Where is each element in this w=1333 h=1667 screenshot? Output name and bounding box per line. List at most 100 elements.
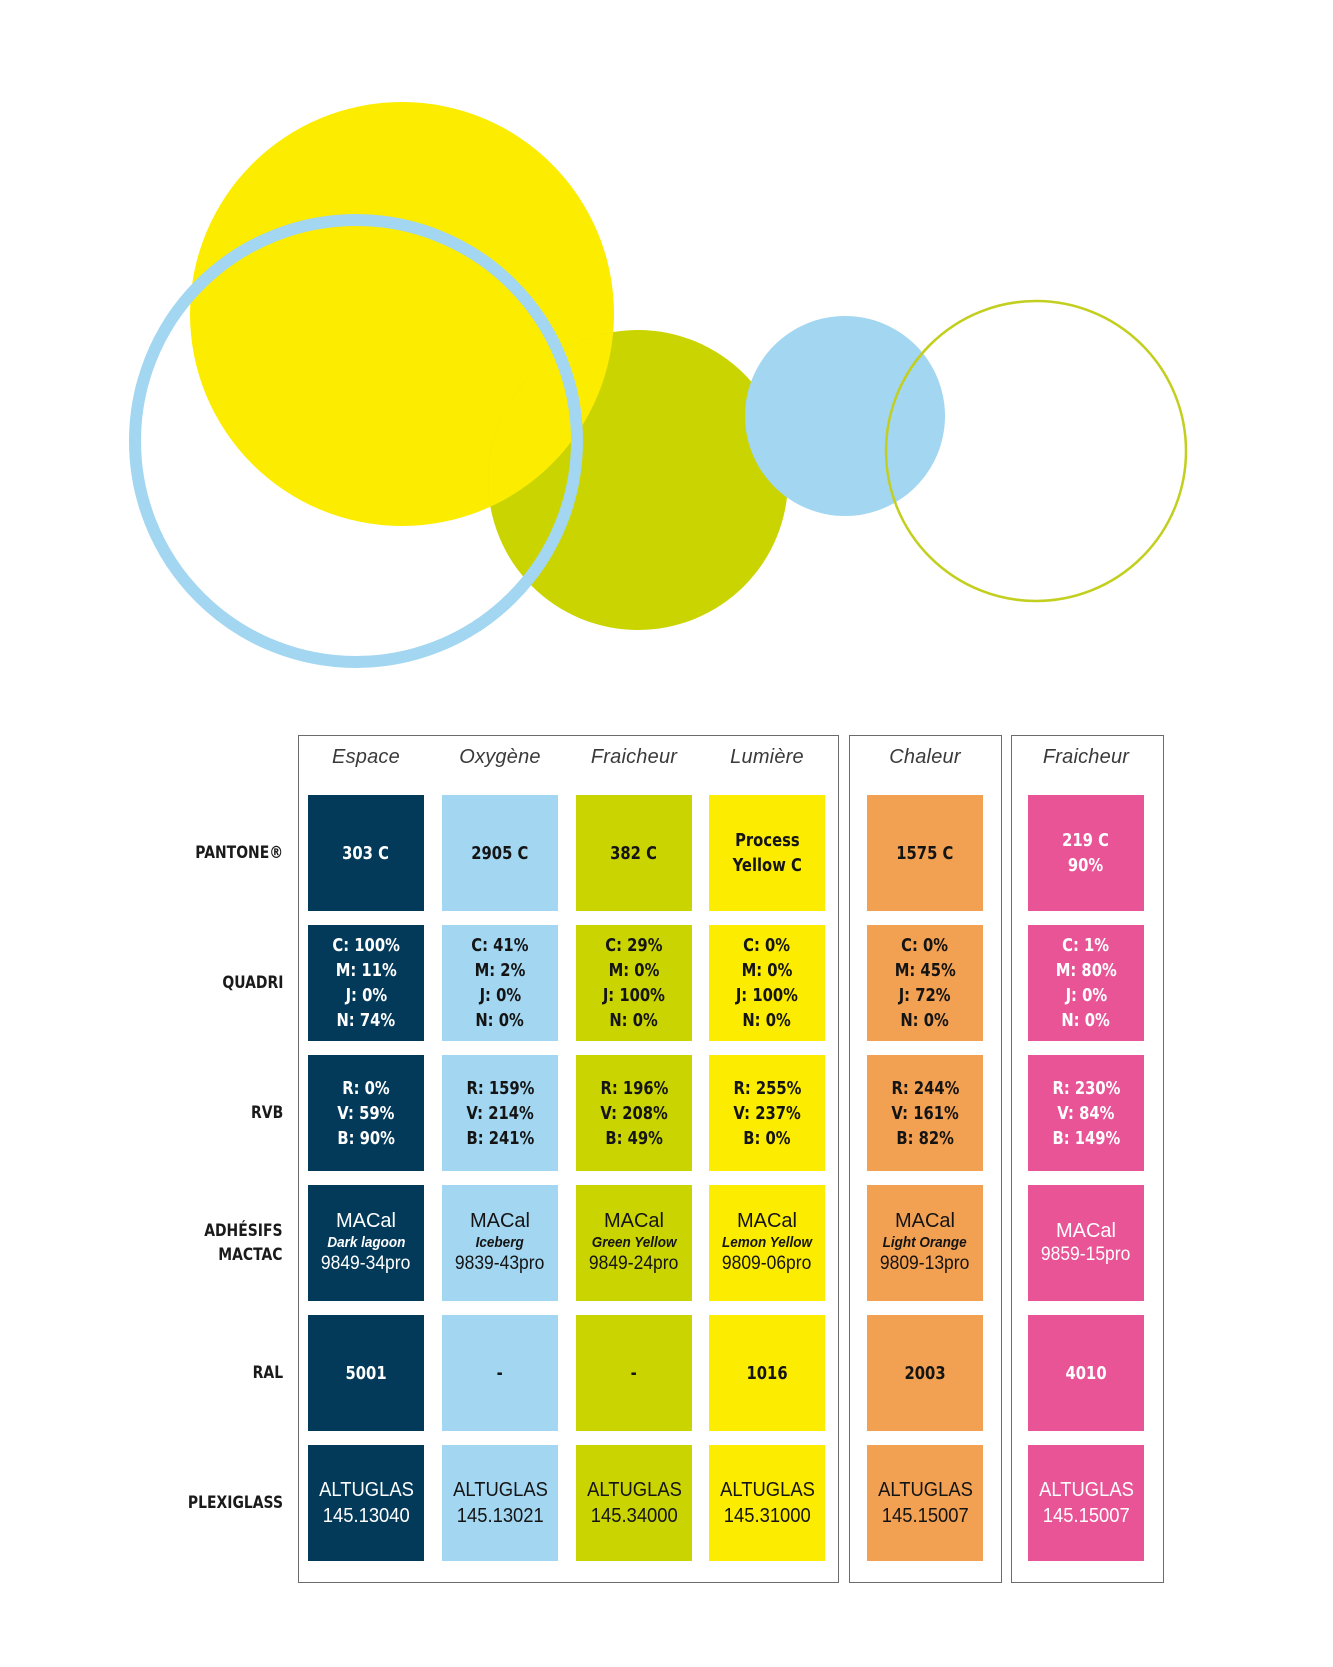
sky-filled-circle [745, 316, 945, 516]
pantone-value: Yellow C [732, 855, 802, 876]
swatch-macal: MACal Green Yellow 9849-24pro [576, 1185, 692, 1301]
quadri-value: M: 2% [474, 960, 526, 981]
rvb-value: B: 241% [466, 1127, 534, 1149]
rvb-value: R: 159% [465, 1077, 535, 1099]
ral-value: 1016 [746, 1362, 788, 1384]
swatch-pantone: 382 C [576, 795, 692, 911]
macal-reference: 9809-06pro [722, 1253, 812, 1274]
swatch-plexi: ALTUGLAS 145.15007 [1028, 1445, 1144, 1561]
swatch-ral: 5001 [308, 1315, 424, 1431]
quadri-value: N: 0% [609, 1010, 659, 1031]
column-header: Fraicheur [590, 746, 678, 768]
quadri-value: M: 0% [741, 960, 793, 981]
quadri-value: C: 1% [1062, 935, 1110, 956]
row-label-line: QUADRI [221, 973, 283, 993]
quadri-value: N: 0% [742, 1010, 792, 1031]
macal-name: Light Orange [882, 1234, 968, 1251]
rvb-value: R: 0% [342, 1077, 390, 1099]
quadri-value: C: 100% [332, 935, 400, 956]
quadri-value: M: 80% [1055, 960, 1117, 981]
pantone-value: Process [734, 830, 800, 851]
rvb-value: V: 161% [891, 1102, 959, 1124]
swatch-rvb: R: 196% V: 208% B: 49% [576, 1055, 692, 1171]
pantone-value: 2905 C [471, 842, 529, 864]
macal-brand: MACal [736, 1210, 797, 1232]
plexiglass-value: ALTUGLAS [1038, 1479, 1134, 1501]
swatch-ral: 2003 [867, 1315, 983, 1431]
row-label-pantone: PANTONE® [195, 841, 283, 865]
macal-brand: MACal [335, 1210, 396, 1232]
pantone-value: 382 C [610, 842, 658, 864]
swatch-rvb: R: 0% V: 59% B: 90% [308, 1055, 424, 1171]
swatch-macal: MACal Light Orange 9809-13pro [867, 1185, 983, 1301]
quadri-value: N: 0% [475, 1010, 525, 1031]
quadri-value: C: 0% [901, 935, 949, 956]
ral-value: 2003 [904, 1362, 946, 1384]
rvb-value: B: 90% [337, 1127, 395, 1149]
macal-name: Lemon Yellow [721, 1234, 813, 1251]
rvb-value: R: 230% [1051, 1077, 1121, 1099]
swatch-pantone: 303 C [308, 795, 424, 911]
swatch-plexi: ALTUGLAS 145.34000 [576, 1445, 692, 1561]
swatch-quadri: C: 0% M: 0% J: 100% N: 0% [709, 925, 825, 1041]
rvb-value: B: 49% [605, 1127, 663, 1149]
row-label-rvb: RVB [251, 1101, 283, 1125]
rvb-value: B: 0% [743, 1127, 791, 1149]
rvb-value: B: 149% [1052, 1127, 1120, 1149]
lime-ring-circle [884, 299, 1188, 603]
quadri-value: M: 0% [608, 960, 660, 981]
quadri-value: C: 29% [605, 935, 663, 956]
swatch-plexi: ALTUGLAS 145.13021 [442, 1445, 558, 1561]
swatch-plexi: ALTUGLAS 145.31000 [709, 1445, 825, 1561]
row-label-adhesifs: ADHÉSIFS MACTAC [205, 1219, 283, 1267]
plexiglass-value: 145.13021 [456, 1505, 544, 1527]
plexiglass-value: ALTUGLAS [318, 1479, 414, 1501]
swatch-ral: - [442, 1315, 558, 1431]
swatch-quadri: C: 0% M: 45% J: 72% N: 0% [867, 925, 983, 1041]
quadri-value: J: 100% [735, 985, 799, 1006]
swatch-rvb: R: 244% V: 161% B: 82% [867, 1055, 983, 1171]
swatch-macal: MACal Lemon Yellow 9809-06pro [709, 1185, 825, 1301]
macal-brand: MACal [894, 1210, 955, 1232]
swatch-quadri: C: 1% M: 80% J: 0% N: 0% [1028, 925, 1144, 1041]
swatch-ral: 4010 [1028, 1315, 1144, 1431]
quadri-value: N: 0% [1061, 1010, 1111, 1031]
plexiglass-value: 145.15007 [1042, 1505, 1130, 1527]
macal-brand: MACal [1055, 1219, 1116, 1242]
swatch-rvb: R: 159% V: 214% B: 241% [442, 1055, 558, 1171]
column-header: Lumière [730, 746, 804, 768]
swatch-plexi: ALTUGLAS 145.15007 [867, 1445, 983, 1561]
pantone-value: 1575 C [896, 842, 954, 864]
macal-name: Iceberg [475, 1234, 525, 1251]
row-label-line: RAL [252, 1363, 283, 1383]
column-header: Chaleur [889, 746, 961, 768]
swatch-ral: - [576, 1315, 692, 1431]
row-label-quadri: QUADRI [222, 971, 283, 995]
ral-value: - [630, 1362, 638, 1384]
row-label-line: RVB [250, 1103, 283, 1123]
swatch-pantone: Process Yellow C [709, 795, 825, 911]
quadri-value: C: 0% [743, 935, 791, 956]
quadri-value: J: 0% [479, 985, 521, 1006]
plexiglass-value: ALTUGLAS [452, 1479, 548, 1501]
rvb-value: B: 82% [896, 1127, 954, 1149]
rvb-value: V: 208% [600, 1102, 668, 1124]
swatch-quadri: C: 100% M: 11% J: 0% N: 74% [308, 925, 424, 1041]
group-box-main [298, 735, 839, 1583]
ral-value: - [496, 1362, 504, 1384]
plexiglass-value: 145.31000 [723, 1505, 811, 1527]
quadri-value: N: 74% [336, 1010, 396, 1031]
macal-reference: 9849-34pro [321, 1253, 411, 1274]
rvb-value: R: 196% [599, 1077, 669, 1099]
swatch-quadri: C: 41% M: 2% J: 0% N: 0% [442, 925, 558, 1041]
rvb-value: V: 214% [466, 1102, 534, 1124]
macal-name: Dark lagoon [326, 1234, 406, 1251]
swatch-rvb: R: 230% V: 84% B: 149% [1028, 1055, 1144, 1171]
quadri-value: J: 72% [899, 985, 951, 1006]
yellow-lime-overlap [488, 330, 614, 526]
quadri-value: C: 41% [471, 935, 529, 956]
rvb-value: V: 84% [1057, 1102, 1115, 1124]
plexiglass-value: 145.13040 [322, 1505, 410, 1527]
macal-reference: 9809-13pro [880, 1253, 970, 1274]
macal-reference: 9839-43pro [455, 1253, 545, 1274]
